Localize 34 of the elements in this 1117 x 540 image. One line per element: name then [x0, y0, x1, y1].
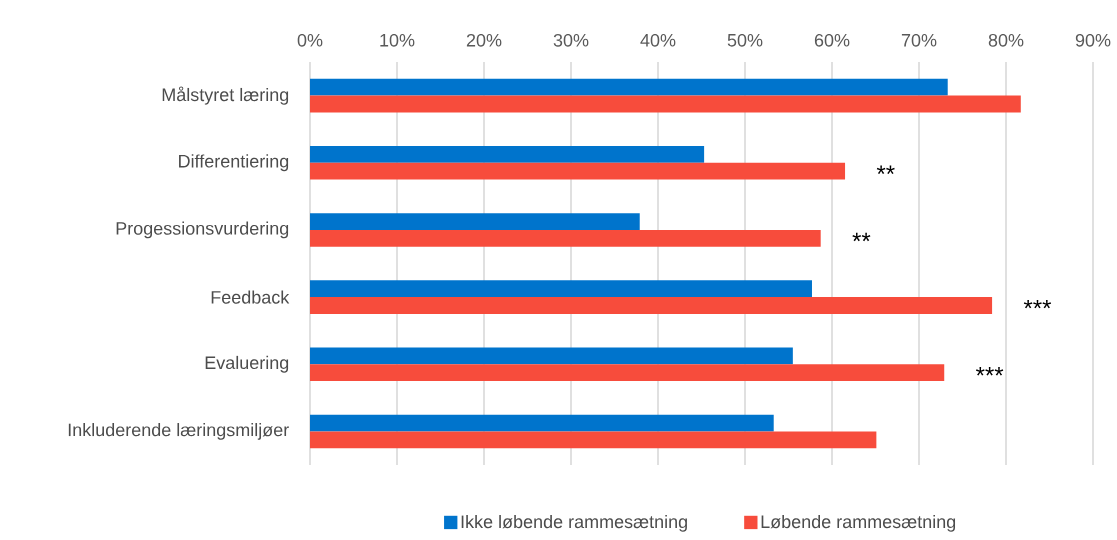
x-tick-label: 70% — [901, 33, 937, 47]
x-tick-label: 80% — [988, 33, 1024, 47]
legend-label: Løbende rammesætning — [761, 514, 956, 532]
annotation: ** — [852, 232, 871, 242]
y-tick-label: Målstyret læring — [162, 86, 289, 105]
legend-label: Ikke løbende rammesætning — [461, 514, 687, 532]
x-tick-label: 90% — [1075, 33, 1111, 47]
bar — [310, 78, 948, 96]
annotation: ** — [876, 165, 895, 174]
y-tick-label: Evaluering — [205, 355, 289, 373]
bar — [310, 347, 793, 365]
bar — [310, 431, 877, 449]
y-tick-label: Progessionsvurdering — [116, 221, 289, 239]
y-tick-label: Differentiering — [179, 154, 289, 172]
bar — [310, 145, 705, 163]
x-tick-label: 40% — [640, 33, 676, 47]
annotation: *** — [1023, 299, 1052, 309]
y-tick-label: Feedback — [211, 290, 290, 304]
bar — [310, 162, 846, 180]
y-tick-label: Inkluderende læringsmiljøer — [68, 423, 289, 440]
annotation: *** — [975, 367, 1004, 376]
x-tick-label: 10% — [380, 33, 415, 47]
bar — [310, 213, 640, 230]
x-tick-label: 50% — [727, 33, 763, 47]
x-tick-label: 0% — [297, 33, 323, 47]
bar — [310, 95, 1021, 113]
x-tick-label: 20% — [466, 33, 502, 47]
bar — [310, 280, 812, 298]
x-tick-label: 30% — [553, 33, 589, 47]
bar — [310, 229, 821, 247]
bar — [310, 297, 993, 314]
bar — [310, 364, 945, 382]
x-tick-label: 60% — [814, 33, 850, 47]
bar — [310, 414, 774, 432]
